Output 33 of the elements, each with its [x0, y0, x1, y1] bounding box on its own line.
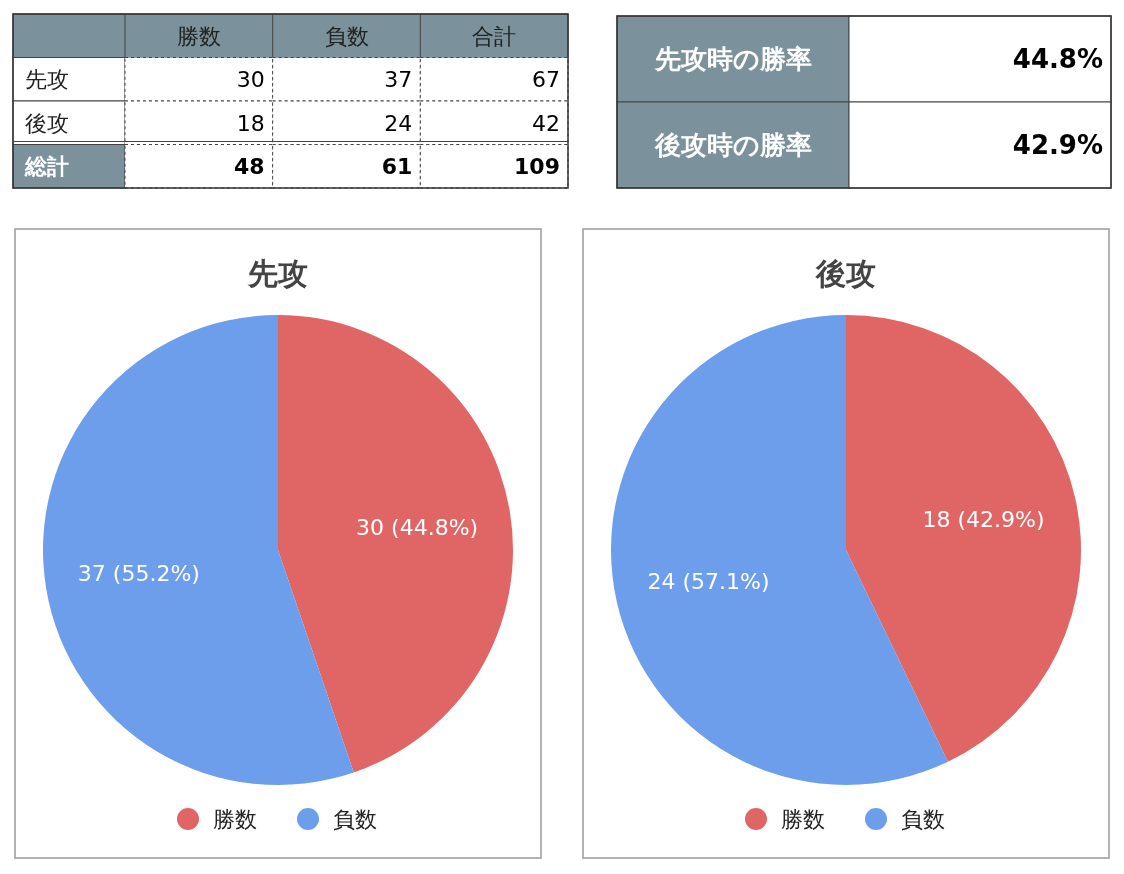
data-label: 37 (55.2%): [77, 561, 200, 587]
category-label: 負数: [324, 23, 369, 49]
text: 24: [384, 110, 413, 136]
category-label: 先攻: [25, 67, 69, 93]
text: 30: [236, 67, 265, 93]
category-label: 先攻時の勝率: [654, 44, 812, 75]
text: 61: [381, 154, 413, 180]
legend-label: 勝数: [781, 807, 825, 832]
legend-label: 勝数: [213, 807, 257, 832]
text: 42.9%: [1012, 130, 1103, 161]
pie-slice: [278, 315, 513, 773]
text: 37: [384, 67, 413, 93]
chart-title: 先攻: [247, 256, 308, 291]
chart-title: 後攻: [815, 256, 876, 291]
legend-label: 負数: [901, 807, 945, 832]
data-label: 24 (57.1%): [647, 569, 770, 595]
category-label: 勝数: [176, 23, 221, 49]
text: 44.8%: [1012, 44, 1103, 75]
category-label: 合計: [472, 23, 517, 49]
category-label: 後攻時の勝率: [654, 130, 812, 161]
text: 109: [514, 154, 560, 180]
data-label: 30 (44.8%): [356, 514, 479, 540]
legend-label: 負数: [333, 807, 377, 832]
pie-slice: [43, 315, 354, 785]
text: 67: [532, 67, 560, 93]
pie-slice: [611, 315, 948, 785]
data-label: 18 (42.9%): [922, 506, 1045, 532]
text: 48: [234, 154, 265, 180]
category-label: 総計: [25, 154, 69, 180]
text: 42: [532, 110, 560, 136]
pie-slice: [846, 315, 1081, 762]
category-label: 後攻: [25, 110, 69, 136]
text: 18: [236, 110, 265, 136]
